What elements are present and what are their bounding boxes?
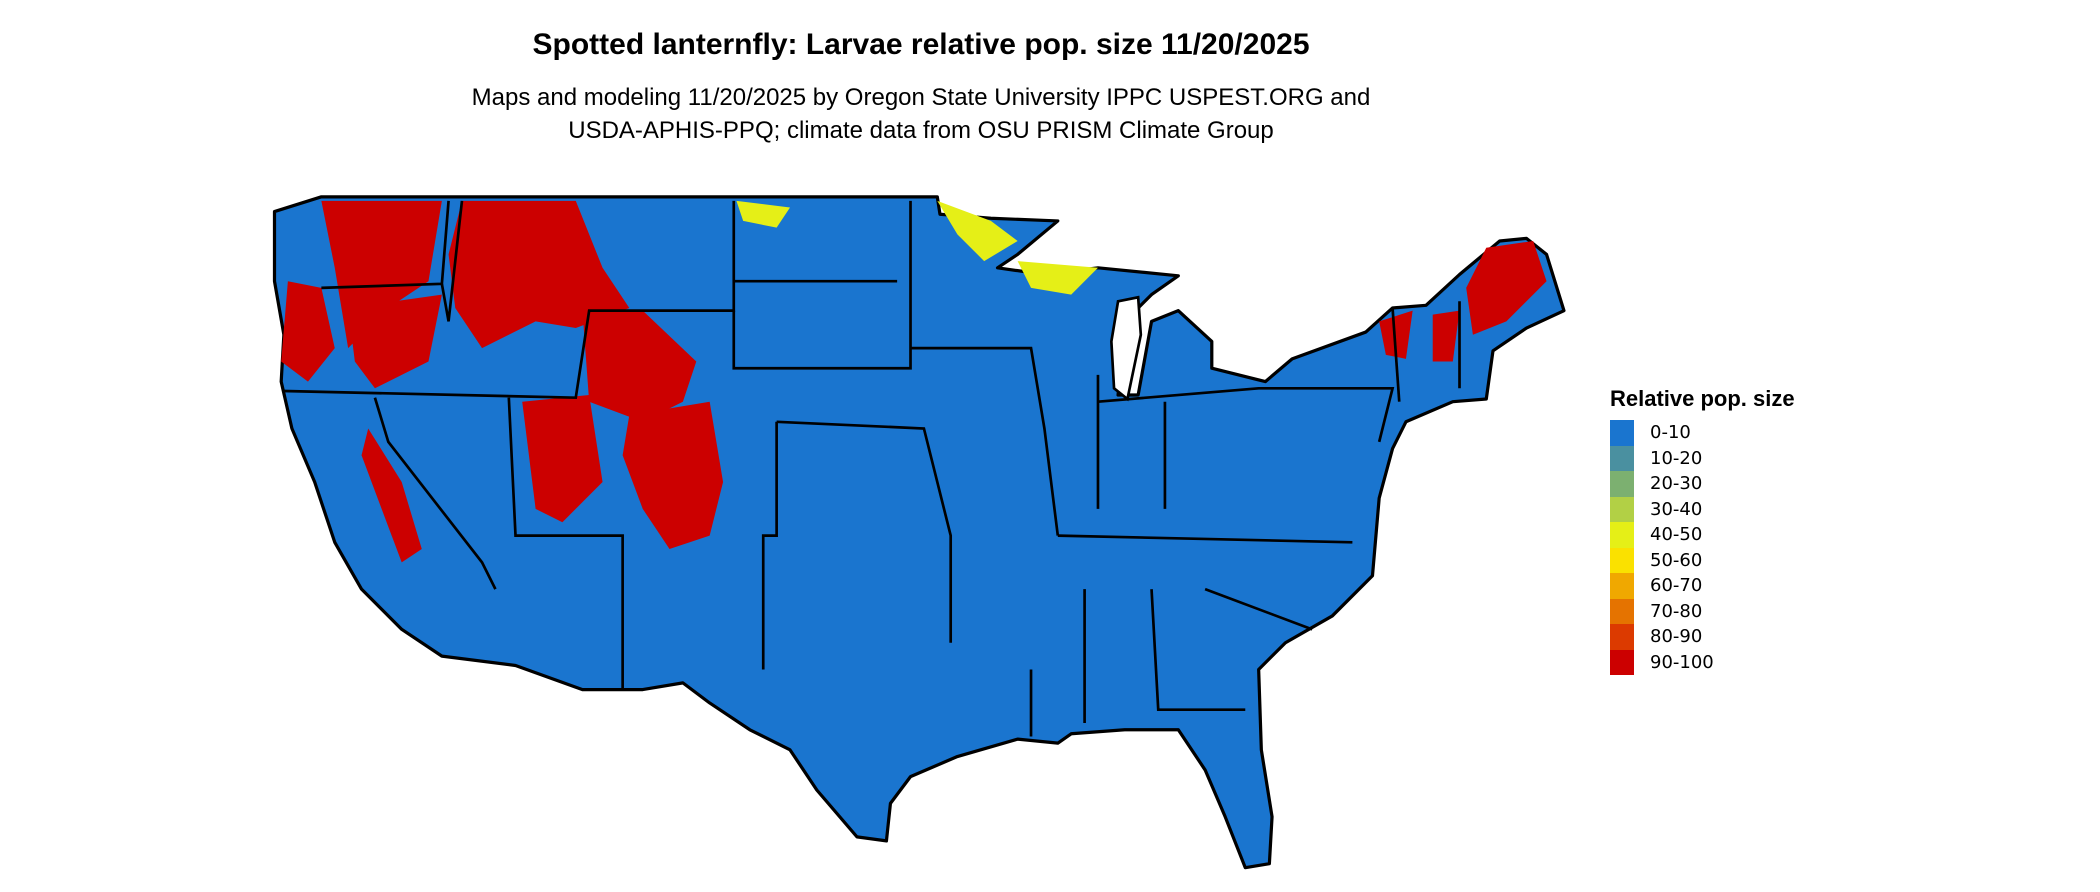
legend-label: 10-20 bbox=[1650, 447, 1703, 469]
map-subtitle-line-2: USDA-APHIS-PPQ; climate data from OSU PR… bbox=[568, 117, 1274, 144]
legend-swatch bbox=[1610, 445, 1634, 471]
legend-item: 70-80 bbox=[1610, 598, 1795, 624]
legend-swatch bbox=[1610, 649, 1634, 675]
legend-swatch bbox=[1610, 547, 1634, 573]
legend-label: 80-90 bbox=[1650, 626, 1703, 648]
legend-item: 30-40 bbox=[1610, 496, 1795, 522]
state-borders bbox=[283, 200, 1461, 737]
legend-item: 80-90 bbox=[1610, 624, 1795, 650]
high-suitability-areas bbox=[281, 200, 1547, 563]
moderate-suitability-areas bbox=[736, 200, 1098, 295]
legend-item: 40-50 bbox=[1610, 522, 1795, 548]
legend-item: 90-100 bbox=[1610, 649, 1795, 675]
legend-item: 20-30 bbox=[1610, 471, 1795, 497]
legend-title: Relative pop. size bbox=[1610, 386, 1795, 411]
lake-michigan bbox=[1110, 295, 1143, 402]
legend-label: 30-40 bbox=[1650, 498, 1703, 520]
legend: Relative pop. size 0-10 10-20 20-30 30-40 40… bbox=[1610, 386, 1795, 675]
map-subtitle-line-1: Maps and modeling 11/20/2025 by Oregon S… bbox=[471, 84, 1371, 111]
legend-label: 50-60 bbox=[1650, 549, 1703, 571]
legend-item: 0-10 bbox=[1610, 420, 1795, 446]
legend-swatch bbox=[1610, 496, 1634, 522]
legend-label: 70-80 bbox=[1650, 600, 1703, 622]
legend-label: 90-100 bbox=[1650, 651, 1714, 673]
legend-label: 60-70 bbox=[1650, 575, 1703, 597]
legend-swatch bbox=[1610, 471, 1634, 497]
legend-label: 40-50 bbox=[1650, 524, 1703, 546]
legend-item: 60-70 bbox=[1610, 573, 1795, 599]
legend-item: 10-20 bbox=[1610, 445, 1795, 471]
legend-label: 0-10 bbox=[1650, 422, 1691, 444]
map-title: Spotted lanternfly: Larvae relative pop.… bbox=[532, 28, 1310, 61]
legend-swatch bbox=[1610, 598, 1634, 624]
legend-swatch bbox=[1610, 624, 1634, 650]
legend-swatch bbox=[1610, 573, 1634, 599]
legend-swatch bbox=[1610, 522, 1634, 548]
legend-item: 50-60 bbox=[1610, 547, 1795, 573]
legend-label: 20-30 bbox=[1650, 473, 1703, 495]
legend-swatch bbox=[1610, 420, 1634, 446]
